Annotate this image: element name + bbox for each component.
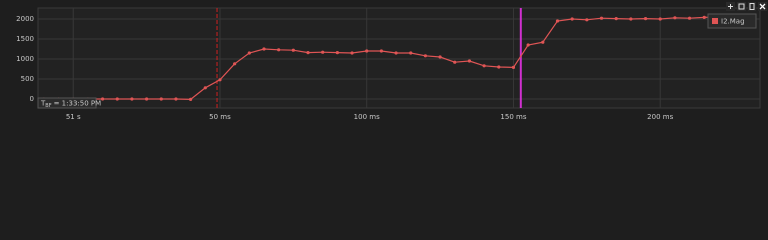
data-point (555, 19, 560, 23)
data-point (130, 97, 134, 101)
data-point (526, 43, 530, 47)
toolbar-button[interactable] (737, 2, 746, 11)
chart: TBF = 1:33:50 PM 0 500 1000 1500 2000 51 s 50 m… (16, 2, 767, 121)
data-point (453, 60, 457, 64)
legend-box (707, 13, 757, 29)
annotation-main: T (40, 100, 46, 108)
data-point (570, 17, 574, 21)
data-point (585, 18, 589, 22)
data-point (423, 54, 428, 58)
data-point (467, 59, 472, 63)
data-point (233, 62, 237, 66)
data-point (614, 17, 618, 21)
annotation-box (37, 97, 97, 109)
data-point (658, 17, 662, 21)
legend: I2.Mag (707, 13, 757, 29)
data-point (189, 97, 193, 101)
x-tick-label: 100 ms (354, 113, 380, 121)
icon-close (759, 3, 766, 10)
data-point (218, 78, 222, 82)
x-tick-label: 51 s (66, 113, 81, 121)
data-point (687, 16, 692, 20)
data-point (673, 16, 677, 20)
data-point (511, 65, 516, 69)
data-point (144, 97, 149, 101)
data-point (262, 47, 266, 51)
icon-panel (749, 3, 755, 10)
data-point (541, 40, 545, 44)
data-point (497, 65, 501, 69)
data-point (438, 55, 442, 59)
data-point (643, 17, 648, 21)
data-point (247, 51, 251, 55)
data-point (394, 51, 398, 55)
x-tick-label: 200 ms (647, 113, 673, 121)
legend-swatch (712, 18, 718, 24)
annotation: TBF = 1:33:50 PM (37, 97, 101, 109)
data-point (100, 97, 105, 101)
data-point (379, 49, 383, 53)
plot-area (37, 7, 761, 109)
data-point (702, 15, 706, 19)
data-point (277, 48, 281, 52)
data-point (159, 97, 163, 101)
toolbar-button[interactable] (748, 2, 756, 11)
x-tick-label: 50 ms (209, 113, 231, 121)
icon-grid (738, 3, 745, 10)
annotation-rest: = 1:33:50 PM (54, 100, 102, 108)
data-point (482, 64, 486, 68)
data-point (629, 17, 633, 21)
data-point (365, 49, 369, 53)
data-point (599, 16, 604, 20)
data-point (203, 86, 207, 90)
y-tick-label: 2000 (16, 15, 34, 23)
y-tick-label: 0 (30, 95, 34, 103)
legend-label: I2.Mag (721, 18, 745, 26)
data-point (291, 48, 295, 52)
data-point (350, 51, 354, 55)
y-tick-label: 500 (21, 75, 34, 83)
x-tick-label: 150 ms (500, 113, 526, 121)
annotation-sub: BF (45, 103, 51, 109)
icon-plus (728, 4, 733, 9)
data-point (174, 97, 178, 101)
y-tick-label: 1000 (16, 55, 34, 63)
toolbar (726, 2, 767, 11)
y-tick-label: 1500 (16, 35, 34, 43)
data-point (115, 97, 119, 101)
data-point (409, 51, 413, 55)
data-point (321, 50, 325, 54)
data-point (306, 51, 310, 55)
data-point (335, 51, 339, 55)
annotation-text: TBF = 1:33:50 PM (40, 100, 101, 109)
